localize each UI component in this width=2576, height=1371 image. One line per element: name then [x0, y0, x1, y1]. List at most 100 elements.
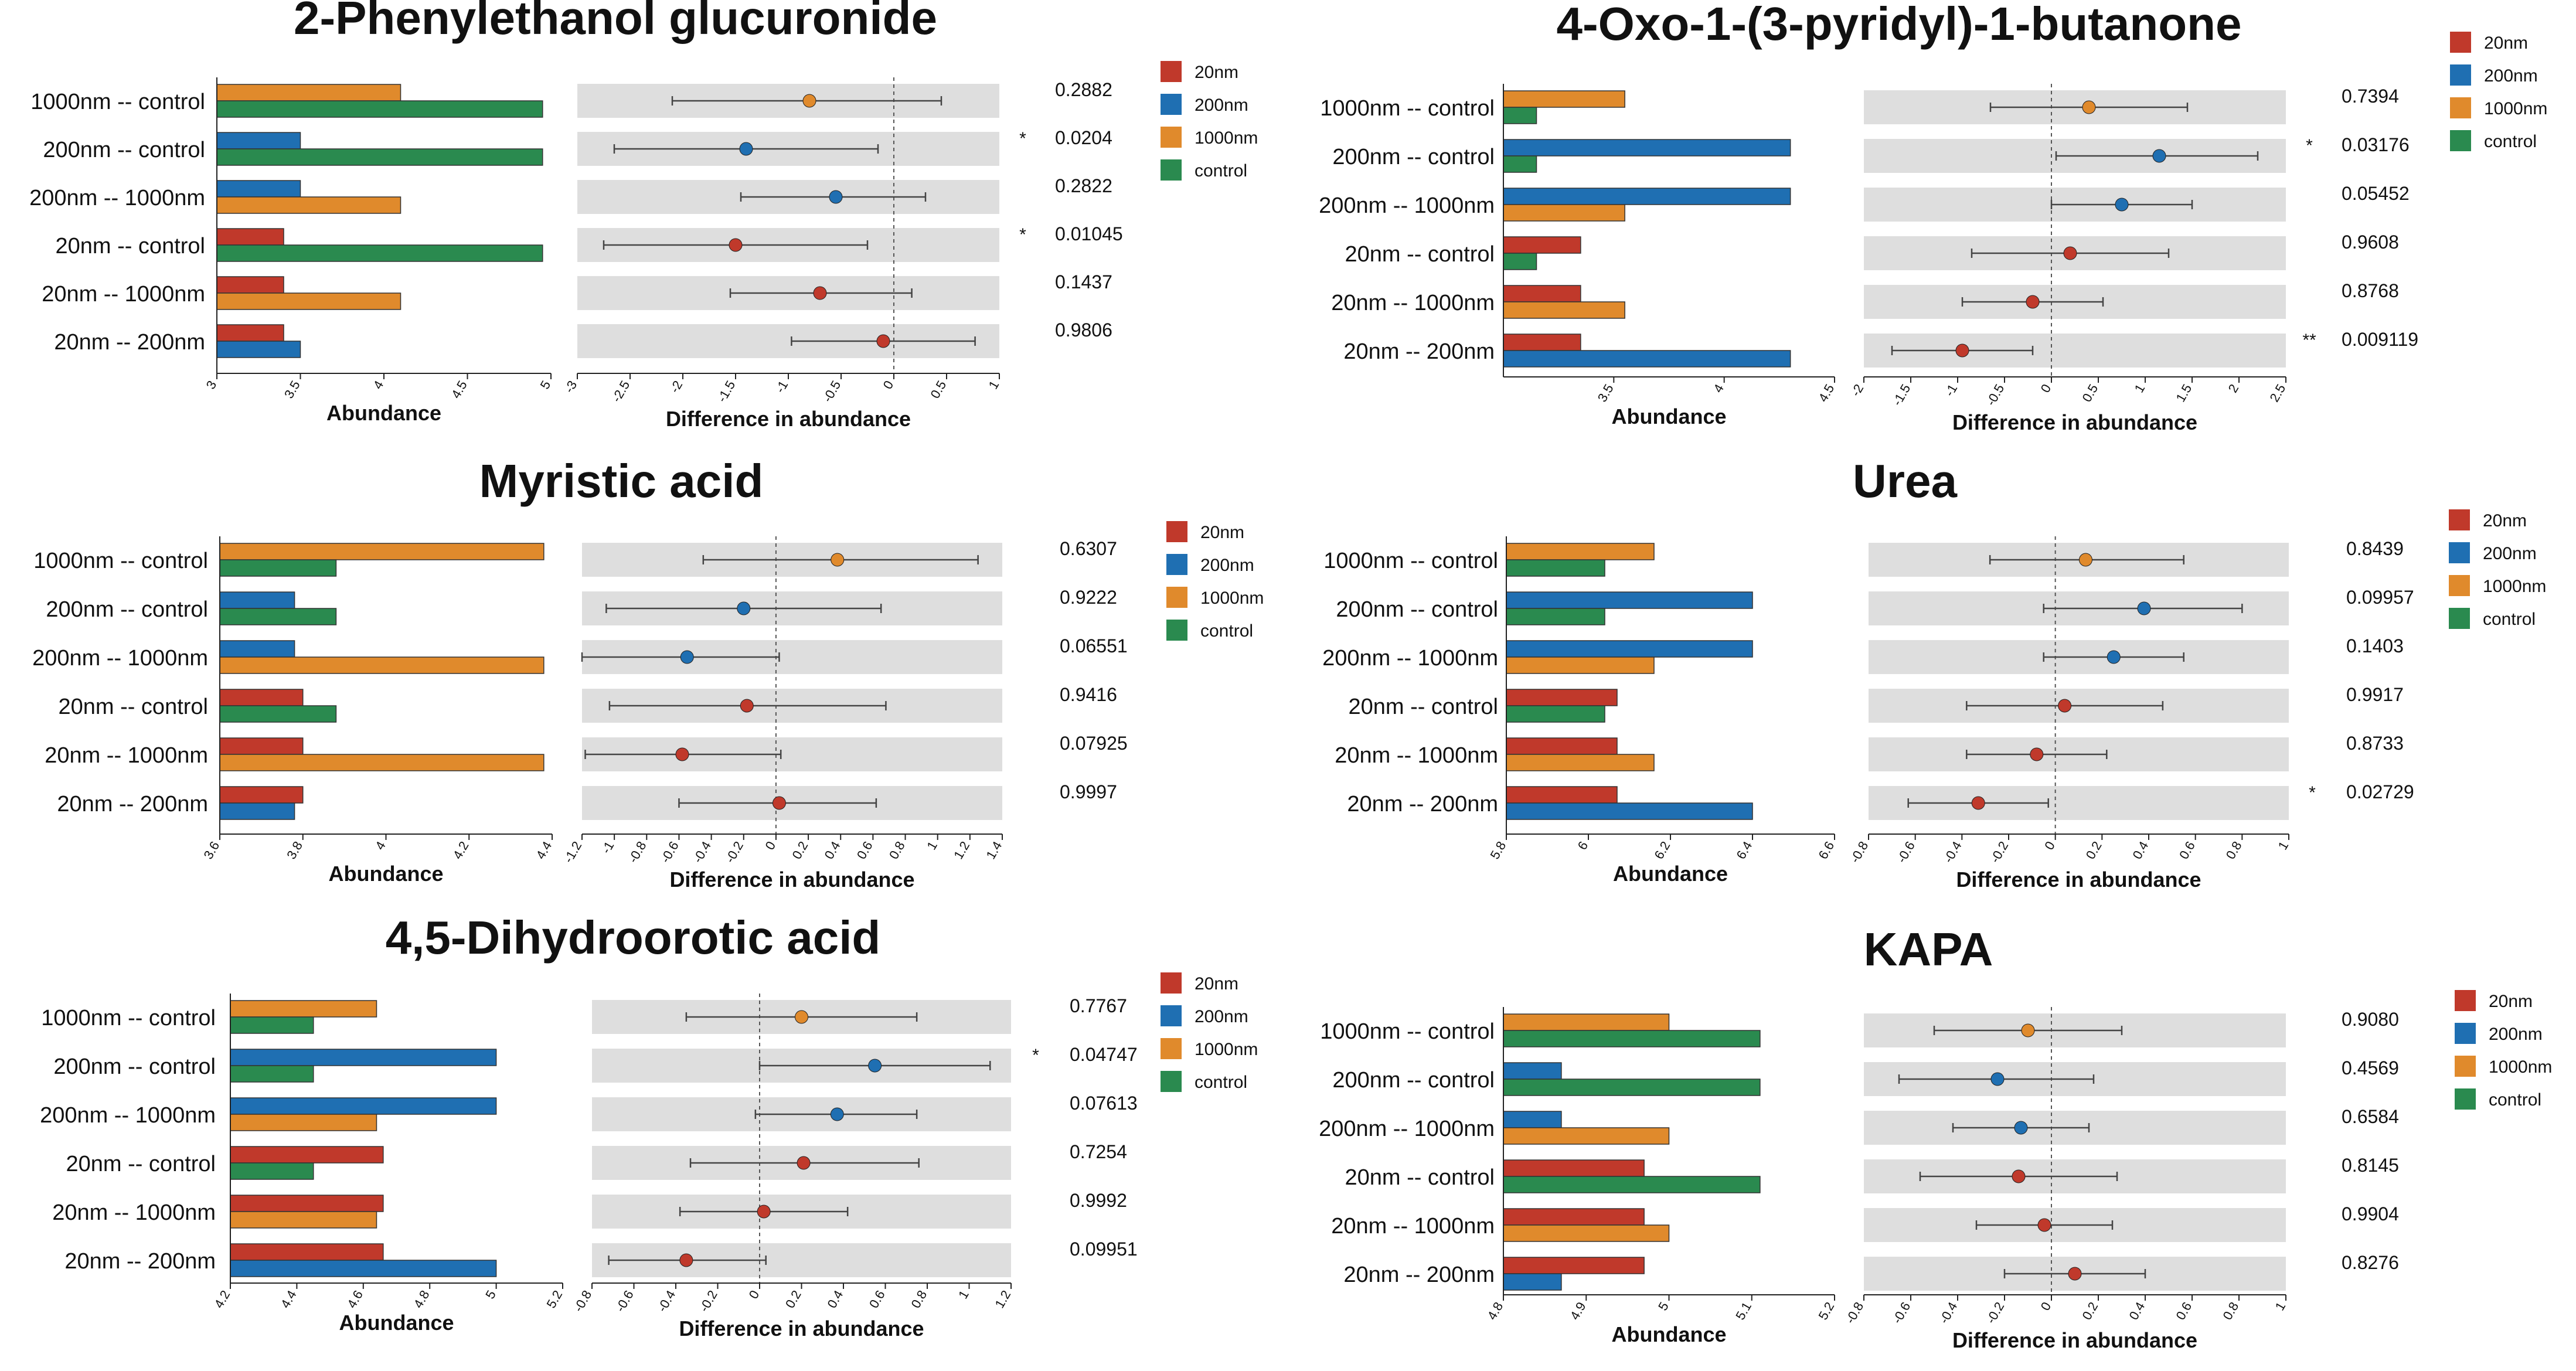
difference-tick-label: -1 [773, 378, 791, 395]
abundance-bar-1000nm [1503, 90, 1625, 108]
difference-tick-label: 0.8 [2220, 1299, 2241, 1322]
abundance-tick-label: 5 [1655, 1299, 1672, 1313]
difference-point [2030, 747, 2044, 761]
abundance-bar-20nm [219, 786, 304, 804]
difference-tick-label: 0.8 [2223, 839, 2245, 862]
p-value-label: 0.7394 [2342, 86, 2399, 107]
difference-point [795, 1010, 808, 1024]
difference-point [2115, 198, 2129, 212]
comparison-label: 200nm -- 1000nm [40, 1103, 216, 1128]
comparison-label: 200nm -- control [43, 138, 205, 162]
abundance-bar-control [230, 1065, 314, 1083]
legend-swatch-control [2450, 130, 2471, 151]
difference-tick-label: 1 [2275, 839, 2292, 852]
legend-swatch-1000nm [2450, 97, 2471, 118]
difference-point [679, 1253, 693, 1267]
difference-tick-label: 1 [955, 1288, 972, 1301]
difference-point [2078, 553, 2092, 567]
abundance-bar-control [1503, 1176, 1761, 1193]
legend-swatch-1000nm [1161, 1038, 1182, 1059]
difference-tick-label: 0.2 [782, 1288, 804, 1311]
legend-label: 200nm [1195, 96, 1248, 115]
abundance-bar-200nm [219, 802, 295, 820]
difference-tick-label: -0.2 [722, 839, 746, 865]
difference-tick-label: 0 [2038, 1299, 2054, 1313]
comparison-label: 20nm -- 1000nm [52, 1200, 216, 1225]
legend-swatch-200nm [1166, 554, 1187, 575]
p-value-label: 0.03176 [2342, 134, 2410, 155]
legend-label: 20nm [1200, 523, 1244, 542]
p-value-label: 0.9917 [2346, 684, 2404, 705]
comparison-label: 20nm -- control [66, 1152, 216, 1176]
legend-label: 20nm [2489, 992, 2533, 1011]
difference-point [772, 796, 786, 810]
difference-axis-label: Difference in abundance [679, 1316, 924, 1341]
abundance-tick-label: 4.5 [448, 378, 470, 401]
abundance-bar-control [1503, 1079, 1761, 1096]
difference-tick-label: 0.6 [2176, 839, 2198, 862]
legend-swatch-control [2455, 1088, 2476, 1110]
difference-tick-label: -0.6 [658, 839, 682, 865]
difference-tick-label: 1.2 [992, 1288, 1013, 1311]
difference-point [729, 238, 743, 252]
p-value-label: 0.01045 [1055, 223, 1123, 244]
comparison-label: 1000nm -- control [1323, 549, 1498, 573]
p-value-label: 0.9997 [1060, 781, 1117, 802]
legend-swatch-20nm [2455, 990, 2476, 1011]
difference-point [868, 1059, 882, 1073]
abundance-tick-label: 5.2 [543, 1288, 565, 1311]
abundance-bar-20nm [230, 1146, 384, 1164]
abundance-bar-20nm [1503, 1159, 1645, 1177]
legend-swatch-1000nm [1161, 127, 1182, 148]
abundance-bar-1000nm [230, 1211, 377, 1229]
abundance-bar-200nm [230, 1260, 497, 1277]
legend-swatch-200nm [2455, 1023, 2476, 1044]
legend-label: control [1195, 1073, 1247, 1092]
comparison-label: 20nm -- 1000nm [45, 743, 208, 768]
abundance-axis-label: Abundance [1613, 862, 1728, 886]
difference-tick-label: 0.8 [908, 1288, 930, 1311]
difference-tick-label: 0.2 [2079, 1299, 2101, 1322]
abundance-bar-1000nm [216, 84, 401, 101]
legend-label: 1000nm [1195, 128, 1258, 148]
comparison-label: 20nm -- control [55, 234, 205, 258]
difference-axis-label: Difference in abundance [669, 867, 914, 892]
difference-tick-label: 0.4 [824, 1288, 846, 1311]
abundance-tick-label: 5.1 [1733, 1299, 1754, 1322]
chart-title: Urea [1853, 455, 1957, 507]
difference-point [739, 142, 753, 156]
comparison-label: 200nm -- control [1336, 597, 1498, 622]
p-value-label: 0.8768 [2342, 280, 2399, 301]
abundance-bar-20nm [230, 1243, 384, 1261]
abundance-bar-1000nm [1503, 1013, 1670, 1031]
chart-panel-3: Myristic acid 1000nm -- control 200nm -- c… [32, 455, 1264, 892]
comparison-label: 20nm -- 200nm [1343, 1263, 1495, 1287]
comparison-label: 1000nm -- control [1320, 96, 1495, 121]
p-value-label: 0.8145 [2342, 1155, 2399, 1176]
difference-tick-label: 0.5 [2079, 382, 2101, 404]
abundance-bar-200nm [1503, 188, 1791, 205]
chart-panel-4: Urea 1000nm -- control 200nm -- control 200… [1322, 455, 2546, 892]
p-value-label: 0.9992 [1070, 1190, 1127, 1211]
significance-marker: * [1019, 129, 1026, 148]
legend-swatch-20nm [1161, 972, 1182, 994]
abundance-bar-200nm [230, 1049, 497, 1066]
p-value-label: 0.9904 [2342, 1203, 2399, 1224]
difference-point [740, 699, 754, 713]
p-value-label: 0.009119 [2342, 329, 2418, 350]
abundance-bar-200nm [230, 1097, 497, 1115]
difference-tick-label: -0.8 [1847, 839, 1871, 865]
difference-tick-label: -2.5 [609, 378, 633, 404]
difference-point [830, 1107, 844, 1121]
comparison-label: 200nm -- control [46, 597, 208, 622]
difference-tick-label: 0.5 [927, 378, 949, 401]
abundance-tick-label: 4.6 [344, 1288, 366, 1311]
abundance-tick-label: 3.6 [200, 839, 222, 862]
difference-tick-label: -0.5 [1983, 382, 2007, 408]
difference-tick-label: 0.4 [2126, 1299, 2148, 1322]
p-value-label: 0.9222 [1060, 587, 1117, 608]
p-value-label: 0.8276 [2342, 1252, 2399, 1273]
significance-marker: * [1019, 225, 1026, 244]
legend-label: control [1195, 161, 1247, 181]
abundance-bar-1000nm [216, 292, 401, 310]
